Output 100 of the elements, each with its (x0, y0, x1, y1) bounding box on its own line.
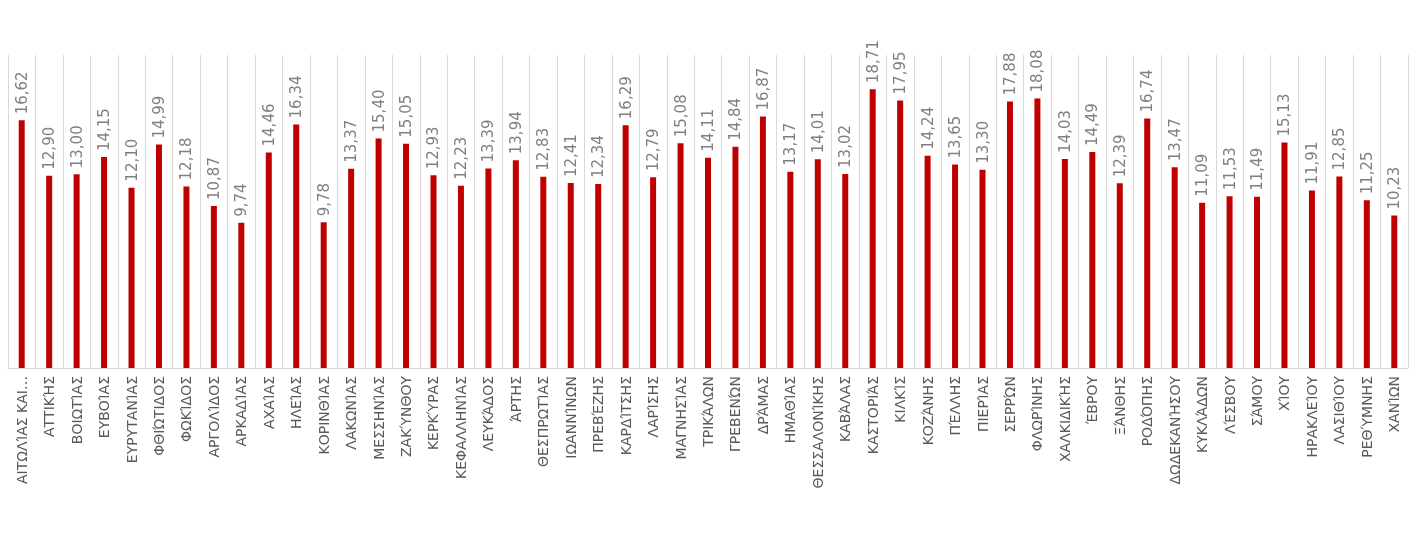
data-label: 11,25 (1357, 151, 1376, 195)
x-tick-label: ΦΛΩΡΊΝΗΣ (1029, 376, 1046, 452)
data-label: 13,65 (946, 115, 965, 159)
bar (1089, 152, 1096, 368)
x-tick-label: ΦΩΚΊΔΟΣ (178, 376, 195, 443)
data-label: 13,00 (67, 125, 86, 169)
x-tick-label: ΛΈΣΒΟΥ (1221, 375, 1238, 435)
x-tick-label: ΗΡΑΚΛΕΊΟΥ (1303, 375, 1320, 458)
data-label: 9,74 (232, 183, 251, 217)
x-tick-label: ΚΥΚΛΆΔΩΝ (1194, 376, 1211, 453)
x-tick-label: ΙΩΑΝΝΊΝΩΝ (562, 376, 579, 459)
data-label: 13,94 (506, 111, 525, 155)
bar (842, 173, 849, 368)
data-label: 16,29 (616, 76, 635, 120)
bar (1006, 101, 1013, 368)
bar (1254, 196, 1261, 368)
data-label: 16,62 (12, 71, 31, 115)
data-label: 15,05 (397, 94, 416, 138)
bar (1116, 183, 1123, 368)
bar (155, 144, 162, 368)
data-label: 13,17 (781, 122, 800, 166)
x-tick-label: ΚΑΣΤΟΡΙΆΣ (864, 376, 881, 455)
x-tick-label: ΧΑΝΊΩΝ (1386, 376, 1403, 433)
bar (128, 187, 135, 368)
bar (18, 120, 25, 368)
data-label: 15,40 (369, 89, 388, 133)
bar (705, 157, 711, 368)
bar (650, 177, 657, 368)
bar (1226, 196, 1233, 368)
data-label: 13,47 (1165, 118, 1184, 162)
data-label: 12,41 (561, 134, 580, 178)
x-tick-label: ΔΩΔΕΚΑΝΉΣΟΥ (1166, 375, 1183, 485)
data-label: 12,23 (451, 136, 470, 180)
bar (924, 155, 931, 368)
x-tick-label: ΕΥΒΟΊΑΣ (96, 376, 113, 439)
x-tick-label: ΤΡΙΚΆΛΩΝ (700, 376, 716, 448)
bar (485, 168, 492, 368)
bar (293, 124, 300, 368)
bar (595, 184, 602, 368)
bar (73, 174, 80, 368)
bar (403, 143, 410, 368)
x-tick-label: ΆΡΤΗΣ (507, 376, 524, 423)
data-label: 14,99 (149, 95, 168, 139)
bar (457, 185, 464, 368)
bar (979, 169, 986, 368)
data-label: 12,90 (40, 126, 59, 170)
data-label: 15,13 (1275, 93, 1294, 137)
bar (430, 175, 437, 368)
x-tick-label: ΚΕΦΑΛΛΗΝΊΑΣ (452, 376, 469, 479)
x-tick-label: ΡΟΔΌΠΗΣ (1139, 376, 1156, 447)
data-label: 14,01 (808, 110, 827, 154)
data-label: 12,18 (177, 137, 196, 181)
bar (320, 222, 327, 368)
data-label: 14,11 (699, 108, 717, 152)
x-tick-label: ΠΈΛΛΗΣ (947, 376, 964, 436)
data-label: 14,15 (95, 108, 114, 152)
data-label: 9,78 (314, 182, 333, 217)
bar (1034, 98, 1041, 368)
data-label: 12,34 (589, 135, 608, 179)
x-tick-label: ΗΛΕΊΑΣ (288, 376, 305, 430)
data-label: 16,74 (1138, 69, 1157, 113)
x-tick-label: ΘΕΣΠΡΩΤΊΑΣ (535, 376, 552, 468)
bar (787, 171, 794, 368)
x-tick-label: ΚΙΛΚΊΣ (892, 376, 909, 423)
x-tick-label: ΘΕΣΣΑΛΟΝΊΚΗΣ (809, 376, 826, 489)
bar (375, 138, 382, 368)
bar (1171, 167, 1178, 368)
x-tick-label: ΛΑΣΙΘΊΟΥ (1331, 375, 1348, 445)
data-label: 18,71 (863, 40, 882, 84)
bar (1281, 142, 1288, 368)
x-tick-label: ΚΟΖΆΝΗΣ (919, 376, 936, 446)
x-tick-label: ΠΡΕΒΈΖΗΣ (590, 376, 607, 453)
x-tick-label: ΧΑΛΚΙΔΙΚΉΣ (1056, 376, 1073, 462)
x-tick-label: ΞΆΝΘΗΣ (1111, 376, 1128, 436)
data-label: 14,46 (259, 103, 278, 147)
bar (238, 222, 245, 368)
x-tick-label: ΖΑΚΎΝΘΟΥ (398, 375, 415, 457)
x-tick-label: ΑΙΤΩΛΊΑΣ ΚΑΙ… (13, 376, 30, 485)
x-tick-label: ΑΡΓΟΛΊΔΟΣ (205, 376, 222, 458)
x-tick-label: ΦΘΙΏΤΙΔΟΣ (150, 376, 167, 456)
data-label: 11,53 (1220, 147, 1239, 191)
x-tick-label: ΚΑΡΔΊΤΣΗΣ (617, 376, 634, 456)
x-tick-label: ΑΤΤΙΚΉΣ (41, 376, 58, 438)
data-label: 17,95 (891, 51, 910, 95)
x-tick-label: ΔΡΆΜΑΣ (754, 376, 771, 435)
data-label: 11,91 (1302, 141, 1321, 185)
bar (814, 159, 821, 368)
x-tick-label: ΚΑΒΆΛΑΣ (837, 376, 854, 443)
x-tick-label: ΛΕΥΚΆΔΟΣ (480, 376, 497, 452)
x-tick-label: ΡΕΘΎΜΝΗΣ (1358, 376, 1375, 458)
x-tick-label: ΣΆΜΟΥ (1249, 375, 1266, 427)
bar (1144, 118, 1151, 368)
data-label: 15,08 (671, 94, 690, 138)
bar (1308, 190, 1315, 368)
data-label: 13,39 (479, 119, 498, 163)
bar (759, 116, 766, 368)
bar (1061, 158, 1068, 368)
data-label: 12,93 (424, 126, 443, 170)
bar (540, 176, 547, 368)
x-tick-label: ΈΒΡΟΥ (1084, 375, 1101, 426)
